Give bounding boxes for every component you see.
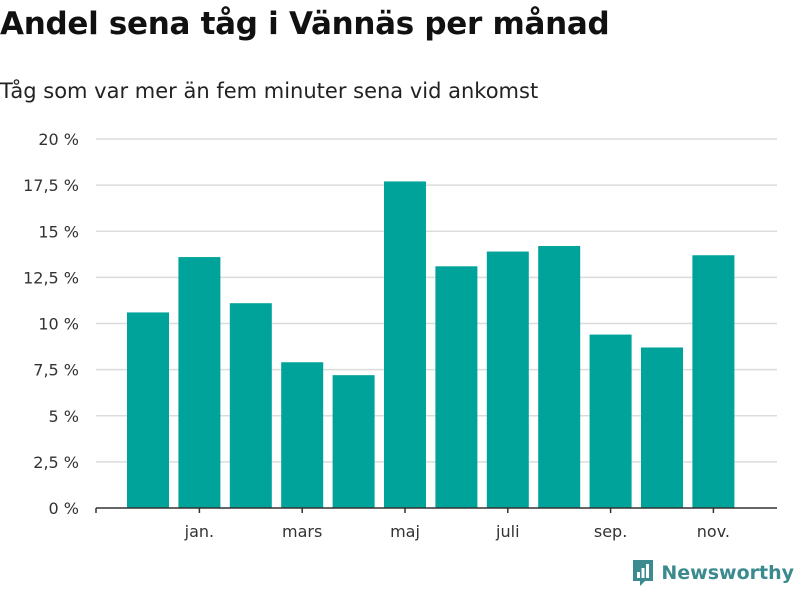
- x-tick-label: jan.: [184, 522, 214, 541]
- newsworthy-chart-icon: [633, 560, 654, 586]
- y-tick-label: 0 %: [49, 499, 79, 518]
- bar: [229, 303, 272, 508]
- bar: [127, 312, 169, 508]
- y-tick-label: 10 %: [38, 315, 79, 334]
- x-axis: jan. mars maj juli sep. nov.: [95, 507, 777, 541]
- y-tick-label: 2,5 %: [33, 453, 79, 472]
- y-tick-label: 15 %: [38, 222, 79, 241]
- bar: [486, 251, 529, 509]
- bar: [641, 347, 683, 508]
- y-axis: 0 % 2,5 % 5 % 7,5 % 10 % 12,5 % 15 % 17,5 % 20 %: [23, 130, 79, 518]
- y-tick-label: 12,5 %: [23, 268, 79, 287]
- y-tick-label: 17,5 %: [23, 176, 79, 195]
- chart-subtitle: Tåg som var mer än fem minuter sena vid …: [0, 79, 539, 103]
- x-tick-label: nov.: [697, 522, 730, 541]
- x-tick-label: sep.: [594, 522, 627, 541]
- chart-title: Andel sena tåg i Vännäs per månad: [0, 6, 610, 42]
- bar: [589, 334, 632, 508]
- y-tick-label: 20 %: [38, 130, 79, 149]
- bars: [127, 181, 735, 509]
- x-tick-label: juli: [495, 522, 519, 541]
- bar: [538, 246, 581, 508]
- bar: [384, 181, 426, 508]
- x-tick-label: mars: [282, 522, 322, 541]
- newsworthy-logo: Newsworthy: [631, 558, 794, 588]
- y-tick-label: 5 %: [49, 407, 79, 426]
- x-tick-label: maj: [390, 522, 420, 541]
- bar: [178, 257, 221, 508]
- bar: [332, 375, 375, 508]
- bar: [281, 362, 324, 508]
- brand-name: Newsworthy: [661, 562, 794, 584]
- bar: [692, 255, 735, 508]
- bar: [435, 266, 478, 508]
- y-tick-label: 7,5 %: [33, 361, 79, 380]
